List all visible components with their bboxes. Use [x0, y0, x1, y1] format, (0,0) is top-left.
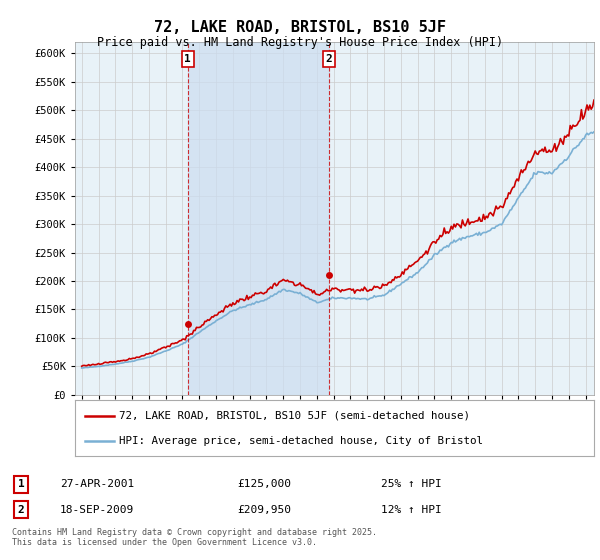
- Text: 2: 2: [326, 54, 332, 64]
- Text: Price paid vs. HM Land Registry's House Price Index (HPI): Price paid vs. HM Land Registry's House …: [97, 36, 503, 49]
- Text: 1: 1: [17, 479, 25, 489]
- Text: 2: 2: [17, 505, 25, 515]
- Text: 72, LAKE ROAD, BRISTOL, BS10 5JF: 72, LAKE ROAD, BRISTOL, BS10 5JF: [154, 20, 446, 35]
- Text: 27-APR-2001: 27-APR-2001: [60, 479, 134, 489]
- Text: 18-SEP-2009: 18-SEP-2009: [60, 505, 134, 515]
- Text: 25% ↑ HPI: 25% ↑ HPI: [381, 479, 442, 489]
- Text: 12% ↑ HPI: 12% ↑ HPI: [381, 505, 442, 515]
- Text: 72, LAKE ROAD, BRISTOL, BS10 5JF (semi-detached house): 72, LAKE ROAD, BRISTOL, BS10 5JF (semi-d…: [119, 410, 470, 421]
- Text: 1: 1: [184, 54, 191, 64]
- Text: £125,000: £125,000: [237, 479, 291, 489]
- Text: £209,950: £209,950: [237, 505, 291, 515]
- Bar: [188, 42, 329, 395]
- Text: HPI: Average price, semi-detached house, City of Bristol: HPI: Average price, semi-detached house,…: [119, 436, 483, 446]
- Text: Contains HM Land Registry data © Crown copyright and database right 2025.
This d: Contains HM Land Registry data © Crown c…: [12, 528, 377, 547]
